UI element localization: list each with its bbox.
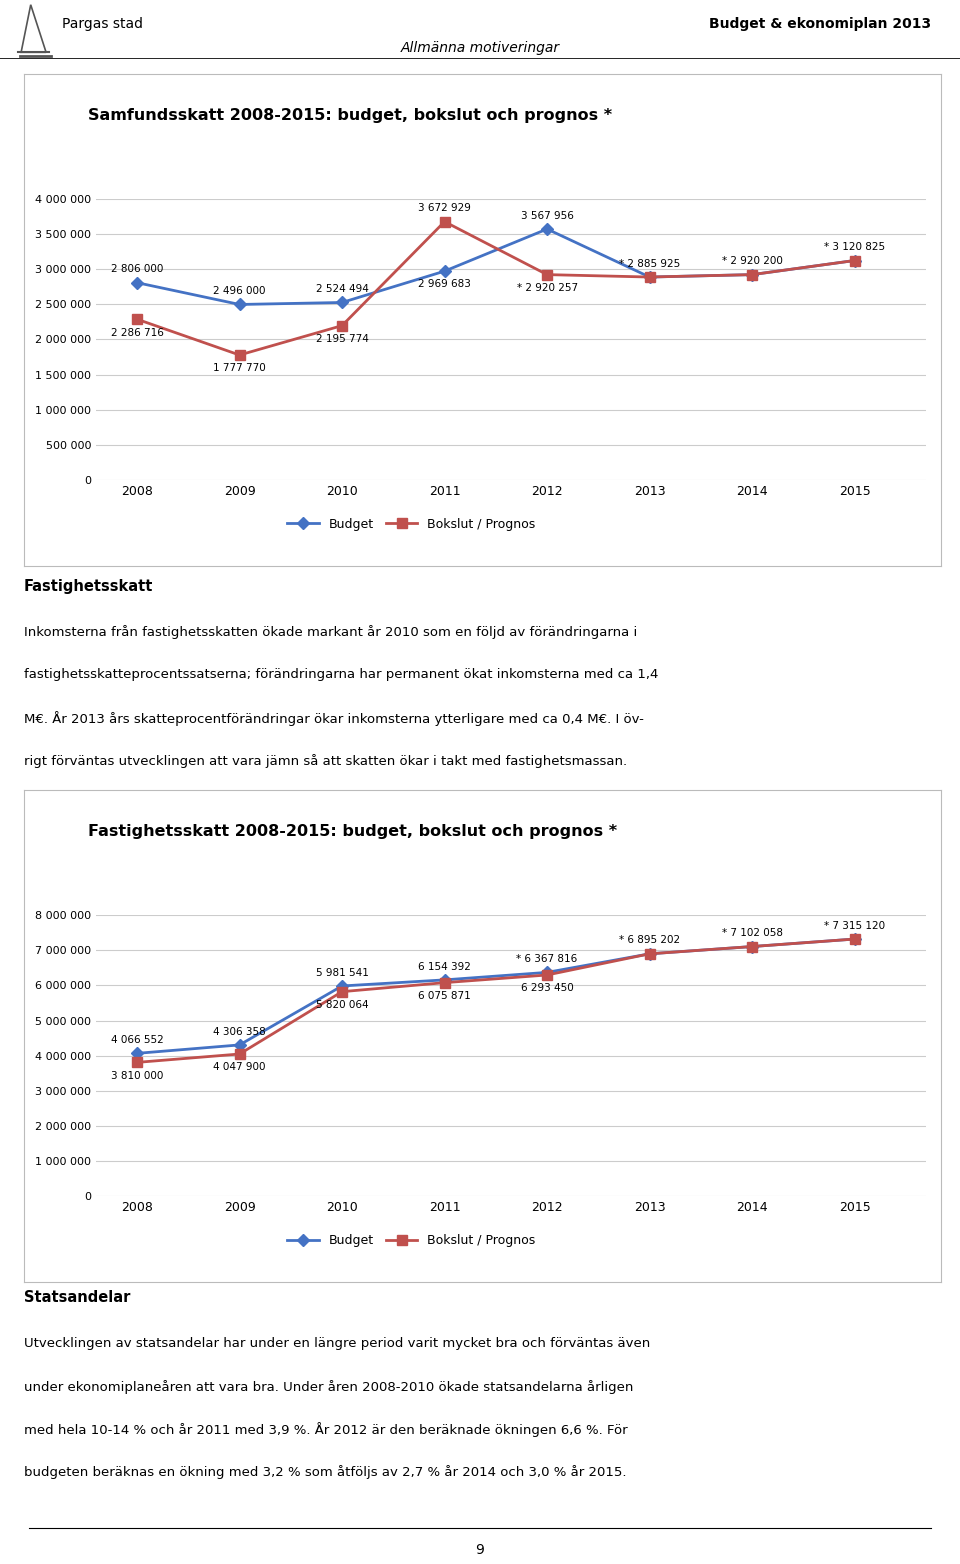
Text: 2 195 774: 2 195 774: [316, 335, 369, 344]
Text: * 6 895 202: * 6 895 202: [619, 935, 681, 946]
Text: 2 496 000: 2 496 000: [213, 286, 266, 296]
Text: Allmänna motiveringar: Allmänna motiveringar: [400, 41, 560, 55]
Text: budgeten beräknas en ökning med 3,2 % som åtföljs av 2,7 % år 2014 och 3,0 % år : budgeten beräknas en ökning med 3,2 % so…: [24, 1465, 627, 1480]
Text: fastighetsskatteprocentssatserna; förändringarna har permanent ökat inkomsterna : fastighetsskatteprocentssatserna; föränd…: [24, 668, 659, 682]
Text: * 7 102 058: * 7 102 058: [722, 927, 782, 938]
Text: 3 672 929: 3 672 929: [419, 203, 471, 213]
Text: * 6 367 816: * 6 367 816: [516, 954, 578, 963]
Polygon shape: [21, 5, 46, 52]
Text: 3 567 956: 3 567 956: [520, 211, 573, 221]
Text: * 2 920 200: * 2 920 200: [722, 256, 782, 266]
Text: * 2 920 257: * 2 920 257: [516, 283, 578, 292]
Text: 2 969 683: 2 969 683: [419, 280, 471, 289]
Text: 6 293 450: 6 293 450: [520, 984, 573, 993]
Text: M€. År 2013 års skatteprocentförändringar ökar inkomsterna ytterligare med ca 0,: M€. År 2013 års skatteprocentförändringa…: [24, 710, 644, 726]
Text: * 3 120 825: * 3 120 825: [824, 242, 885, 252]
Text: rigt förväntas utvecklingen att vara jämn så att skatten ökar i takt med fastigh: rigt förväntas utvecklingen att vara jäm…: [24, 754, 627, 768]
Text: 2 286 716: 2 286 716: [110, 327, 163, 338]
Text: Budget & ekonomiplan 2013: Budget & ekonomiplan 2013: [709, 17, 931, 31]
Text: Samfundsskatt 2008-2015: budget, bokslut och prognos *: Samfundsskatt 2008-2015: budget, bokslut…: [88, 108, 612, 124]
Text: 5 820 064: 5 820 064: [316, 999, 369, 1010]
Text: Pargas stad: Pargas stad: [62, 17, 143, 31]
Text: Fastighetsskatt 2008-2015: budget, bokslut och prognos *: Fastighetsskatt 2008-2015: budget, boksl…: [88, 824, 617, 840]
Text: Utvecklingen av statsandelar har under en längre period varit mycket bra och för: Utvecklingen av statsandelar har under e…: [24, 1337, 650, 1350]
Legend: Budget, Bokslut / Prognos: Budget, Bokslut / Prognos: [282, 1229, 540, 1253]
Text: med hela 10-14 % och år 2011 med 3,9 %. År 2012 är den beräknade ökningen 6,6 %.: med hela 10-14 % och år 2011 med 3,9 %. …: [24, 1423, 628, 1437]
Text: Fastighetsskatt: Fastighetsskatt: [24, 579, 154, 594]
Text: 4 047 900: 4 047 900: [213, 1062, 266, 1073]
Text: 6 075 871: 6 075 871: [419, 992, 471, 1001]
Text: Statsandelar: Statsandelar: [24, 1290, 131, 1306]
Text: under ekonomiplaneåren att vara bra. Under åren 2008-2010 ökade statsandelarna å: under ekonomiplaneåren att vara bra. Und…: [24, 1379, 634, 1394]
Legend: Budget, Bokslut / Prognos: Budget, Bokslut / Prognos: [282, 513, 540, 536]
Text: Inkomsterna från fastighetsskatten ökade markant år 2010 som en följd av förändr: Inkomsterna från fastighetsskatten ökade…: [24, 626, 637, 640]
Text: 4 306 358: 4 306 358: [213, 1026, 266, 1037]
Text: 3 810 000: 3 810 000: [110, 1071, 163, 1081]
Text: 4 066 552: 4 066 552: [110, 1035, 163, 1045]
Text: 5 981 541: 5 981 541: [316, 968, 369, 978]
Text: 1 777 770: 1 777 770: [213, 363, 266, 374]
Text: * 7 315 120: * 7 315 120: [824, 921, 885, 931]
Text: 6 154 392: 6 154 392: [419, 962, 471, 971]
Text: * 2 885 925: * 2 885 925: [619, 258, 681, 269]
Text: 2 524 494: 2 524 494: [316, 285, 369, 294]
Text: 9: 9: [475, 1544, 485, 1558]
Text: 2 806 000: 2 806 000: [110, 264, 163, 274]
